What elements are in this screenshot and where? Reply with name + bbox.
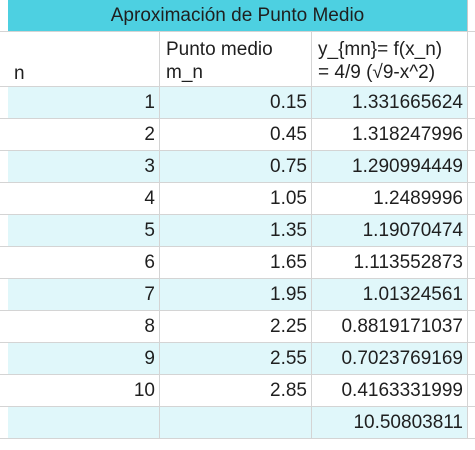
cell-n[interactable]: 2 [8, 119, 160, 151]
cell-total-empty[interactable] [8, 407, 160, 439]
grid-line [0, 86, 8, 87]
cell-y-value[interactable]: 1.2489996 [312, 183, 468, 215]
grid-line [468, 86, 475, 87]
grid-line [468, 438, 475, 439]
grid-line [0, 374, 8, 375]
cell-total-empty[interactable] [160, 407, 312, 439]
grid-line [0, 182, 8, 183]
grid-line [468, 31, 475, 32]
grid-line [0, 214, 8, 215]
grid-line [0, 246, 8, 247]
cell-n[interactable]: 5 [8, 215, 160, 247]
header-n[interactable]: n [8, 32, 160, 87]
grid-line [0, 342, 8, 343]
grid-line [468, 118, 475, 119]
header-y-line2: = 4/9 (√9-x^2) [318, 62, 436, 83]
cell-midpoint[interactable]: 1.65 [160, 247, 312, 279]
grid-line [468, 182, 475, 183]
header-midpoint-line1: Punto medio [166, 39, 273, 60]
cell-y-value[interactable]: 0.7023769169 [312, 343, 468, 375]
grid-line [468, 310, 475, 311]
grid-line [0, 278, 8, 279]
cell-y-value[interactable]: 1.331665624 [312, 87, 468, 119]
header-n-label: n [14, 63, 25, 84]
cell-midpoint[interactable]: 1.35 [160, 215, 312, 247]
cell-n[interactable]: 7 [8, 279, 160, 311]
cell-midpoint[interactable]: 0.45 [160, 119, 312, 151]
cell-y-value[interactable]: 1.19070474 [312, 215, 468, 247]
grid-line [0, 150, 8, 151]
header-midpoint[interactable]: Punto medio m_n [160, 32, 312, 87]
cell-y-value[interactable]: 1.113552873 [312, 247, 468, 279]
cell-midpoint[interactable]: 0.15 [160, 87, 312, 119]
cell-n[interactable]: 3 [8, 151, 160, 183]
grid-line [468, 374, 475, 375]
grid-line [0, 438, 8, 439]
cell-n[interactable]: 1 [8, 87, 160, 119]
grid-line [0, 118, 8, 119]
cell-midpoint[interactable]: 0.75 [160, 151, 312, 183]
cell-midpoint[interactable]: 2.55 [160, 343, 312, 375]
table-title[interactable]: Aproximación de Punto Medio [8, 0, 468, 32]
cell-n[interactable]: 8 [8, 311, 160, 343]
grid-line [0, 406, 8, 407]
cell-y-value[interactable]: 0.8819171037 [312, 311, 468, 343]
cell-y-value[interactable]: 1.290994449 [312, 151, 468, 183]
grid-line [0, 31, 8, 32]
cell-midpoint[interactable]: 2.85 [160, 375, 312, 407]
header-y-value[interactable]: y_{mn}= f(x_n) = 4/9 (√9-x^2) [312, 32, 468, 87]
cell-n[interactable]: 9 [8, 343, 160, 375]
grid-line [468, 406, 475, 407]
cell-n[interactable]: 6 [8, 247, 160, 279]
cell-midpoint[interactable]: 2.25 [160, 311, 312, 343]
cell-n[interactable]: 4 [8, 183, 160, 215]
grid-line [0, 310, 8, 311]
cell-midpoint[interactable]: 1.95 [160, 279, 312, 311]
grid-line [468, 246, 475, 247]
grid-line [468, 150, 475, 151]
cell-total-sum[interactable]: 10.50803811 [312, 407, 468, 439]
header-midpoint-line2: m_n [166, 62, 203, 83]
cell-y-value[interactable]: 1.01324561 [312, 279, 468, 311]
cell-midpoint[interactable]: 1.05 [160, 183, 312, 215]
grid-line [468, 214, 475, 215]
cell-n[interactable]: 10 [8, 375, 160, 407]
header-y-line1: y_{mn}= f(x_n) [318, 39, 443, 60]
cell-y-value[interactable]: 0.4163331999 [312, 375, 468, 407]
cell-y-value[interactable]: 1.318247996 [312, 119, 468, 151]
grid-line [468, 278, 475, 279]
grid-line [468, 342, 475, 343]
